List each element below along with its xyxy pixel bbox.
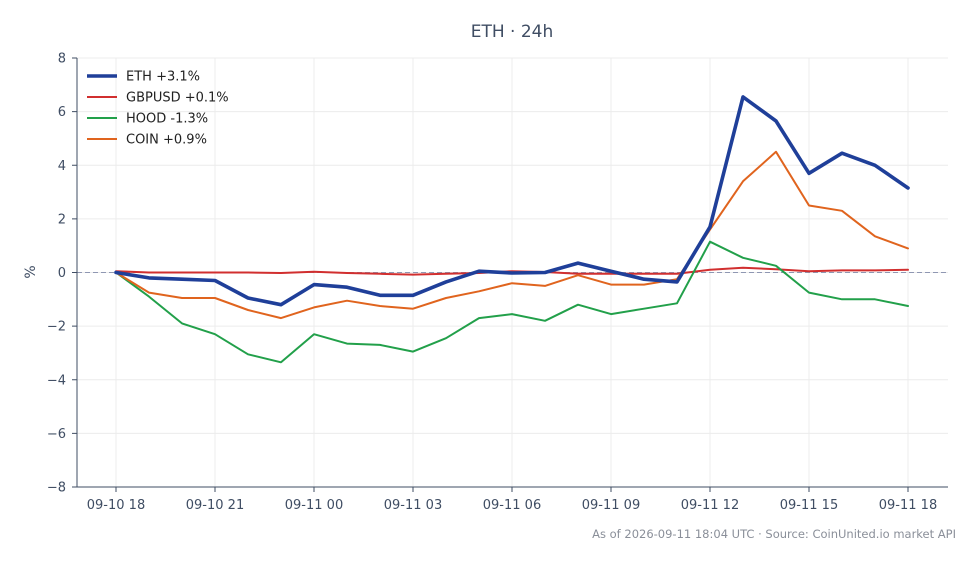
x-tick-label: 09-11 00 [285,498,343,513]
legend-label-coin: COIN +0.9% [126,133,207,148]
series-lines [114,95,910,364]
x-tick-label: 09-11 06 [483,498,541,513]
x-tick-label: 09-10 18 [87,498,145,513]
axes: −8 −6 −4 −2 0 2 4 6 8 09-10 18 09-10 21 09-11 00 09-… [47,52,948,513]
y-tick-label: −2 [47,320,66,335]
series-line-coin [115,150,909,320]
y-tick-label: −6 [47,427,66,442]
series-line-eth [114,95,910,307]
series-line-hood [115,240,909,364]
y-tick-label: −4 [47,373,66,388]
y-tick-label: 4 [58,159,66,174]
x-tick-label: 09-11 03 [384,498,442,513]
x-tick-label: 09-11 12 [681,498,739,513]
legend: ETH +3.1% GBPUSD +0.1% HOOD -1.3% COIN +0.9… [87,70,229,148]
y-tick-label: 8 [58,52,66,67]
chart-title: ETH · 24h [471,22,554,42]
y-tick-label: 6 [58,105,66,120]
source-footer: As of 2026-09-11 18:04 UTC · Source: Coi… [592,527,956,541]
x-tick-label: 09-11 09 [582,498,640,513]
y-tick-label: 0 [58,266,66,281]
legend-label-hood: HOOD -1.3% [126,112,208,127]
legend-label-eth: ETH +3.1% [126,70,200,85]
y-tick-label: −8 [47,481,66,496]
y-tick-label: 2 [58,212,66,227]
x-tick-label: 09-10 21 [186,498,244,513]
y-axis-label: % [23,265,39,278]
x-tick-label: 09-11 15 [780,498,838,513]
legend-label-gbpusd: GBPUSD +0.1% [126,91,229,106]
x-tick-label: 09-11 18 [879,498,937,513]
